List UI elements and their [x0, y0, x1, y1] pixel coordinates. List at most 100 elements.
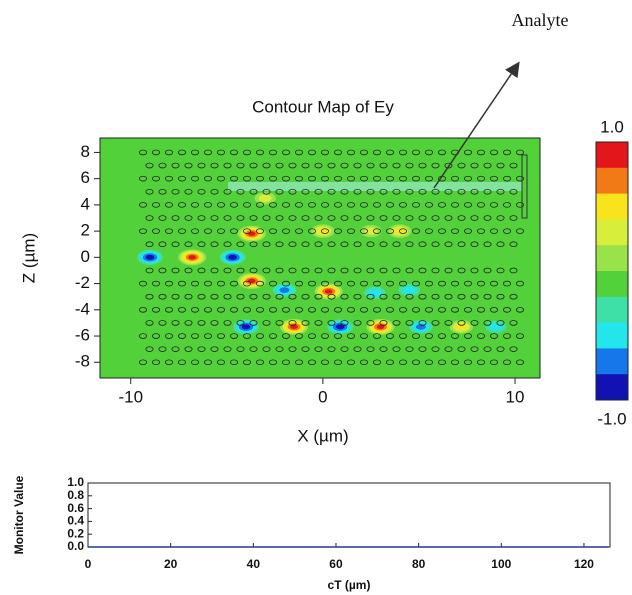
y-tick-label: 2 — [81, 221, 90, 240]
field-background — [100, 138, 540, 378]
hole — [203, 228, 212, 234]
hole — [502, 228, 511, 234]
field-level — [335, 324, 345, 330]
y-tick-label: -2 — [75, 273, 90, 292]
field-blob — [485, 320, 507, 333]
hole — [281, 280, 290, 287]
hole — [307, 149, 316, 156]
hole — [340, 188, 349, 195]
hole — [294, 149, 303, 156]
hole — [210, 267, 219, 274]
hole — [366, 267, 375, 274]
hole — [301, 162, 310, 169]
y-axis-label: Z (µm) — [19, 233, 38, 283]
hole — [242, 333, 251, 339]
plot-frame — [99, 137, 541, 379]
hole — [307, 228, 316, 234]
hole — [463, 307, 472, 313]
hole — [333, 280, 342, 287]
hole — [437, 333, 446, 339]
hole — [470, 188, 479, 195]
hole — [392, 241, 401, 248]
hole — [437, 359, 446, 366]
hole — [444, 215, 453, 221]
hole — [255, 280, 264, 287]
hole — [236, 215, 245, 221]
hole — [138, 280, 147, 287]
hole — [392, 215, 401, 221]
field-level — [241, 324, 251, 330]
hole — [190, 333, 199, 339]
annotation: Analyte — [512, 10, 569, 30]
x-tick-label: 0 — [318, 387, 327, 406]
hole — [268, 202, 277, 208]
hole — [177, 333, 186, 339]
field-blob — [280, 318, 309, 335]
hole — [359, 359, 368, 366]
field-level — [376, 324, 385, 330]
hole — [333, 175, 342, 182]
hole — [236, 241, 245, 248]
hole — [197, 320, 206, 326]
hole — [366, 346, 375, 352]
hole — [288, 346, 297, 352]
hole — [197, 346, 206, 352]
hole — [275, 293, 284, 300]
y-tick-label: 0.2 — [67, 526, 84, 540]
field-level — [324, 289, 333, 294]
hole — [496, 162, 505, 169]
hole — [320, 228, 329, 234]
hole — [411, 307, 420, 313]
hole — [242, 175, 251, 182]
hole — [151, 280, 160, 287]
hole — [301, 241, 310, 248]
hole — [353, 162, 362, 169]
hole — [281, 228, 290, 234]
field-blob — [327, 319, 354, 335]
hole — [151, 149, 160, 156]
colorbar-segment — [596, 167, 628, 195]
hole — [158, 320, 167, 326]
hole — [340, 320, 349, 326]
hole — [509, 320, 518, 326]
monitor-plot: 0 20 40 60 80 100 120 0.00.20.40.60.81.0 — [67, 475, 611, 571]
hole — [262, 346, 271, 352]
hole — [229, 175, 238, 182]
hole — [444, 162, 453, 169]
hole — [431, 293, 440, 300]
hole — [502, 333, 511, 339]
hole — [255, 228, 264, 234]
hole — [288, 267, 297, 274]
hole — [138, 359, 147, 366]
hole — [372, 228, 381, 234]
hole — [151, 202, 160, 208]
hole — [203, 280, 212, 287]
hole — [145, 267, 154, 274]
hole — [236, 293, 245, 300]
hole — [353, 267, 362, 274]
hole — [164, 333, 173, 339]
hole — [496, 188, 505, 195]
y-tick-label: 0.4 — [67, 514, 84, 528]
hole — [516, 333, 525, 339]
hole — [184, 241, 193, 248]
hole — [262, 215, 271, 221]
hole — [223, 320, 232, 326]
hole — [431, 267, 440, 274]
hole — [385, 359, 394, 366]
hole — [418, 188, 427, 195]
hole — [496, 267, 505, 274]
hole — [164, 228, 173, 234]
hole — [424, 202, 433, 208]
hole — [203, 307, 212, 313]
hole — [418, 241, 427, 248]
hole — [450, 307, 459, 313]
hole — [164, 359, 173, 366]
hole — [476, 359, 485, 366]
hole — [138, 175, 147, 182]
colorbar-tick-label: -1.0 — [597, 409, 626, 428]
hole — [496, 320, 505, 326]
hole — [353, 320, 362, 326]
hole — [385, 202, 394, 208]
hole — [437, 202, 446, 208]
